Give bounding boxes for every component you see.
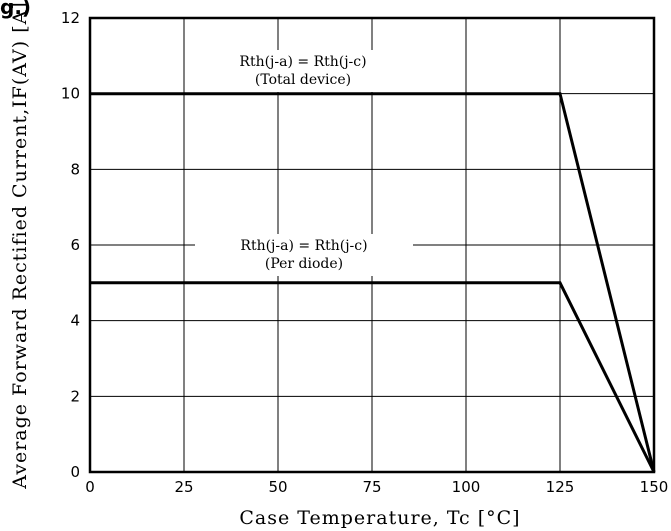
y-tick-label: 0: [70, 463, 80, 481]
annotations: Rth(j-a) = Rth(j-c) (Total device) Rth(j…: [187, 50, 419, 276]
x-axis-label: Case Temperature, Tc [°C]: [239, 507, 520, 529]
series-line-per-diode: [90, 281, 656, 473]
x-tick-label: 150: [640, 478, 669, 496]
annotation-total-line2: (Total device): [255, 72, 351, 88]
y-tick-label: 6: [70, 236, 80, 254]
y-tick-label: 2: [70, 387, 80, 405]
y-tick-labels: 0 2 4 6 8 10 12: [61, 9, 80, 481]
y-axis-label: Average Forward Rectified Current,IF(AV)…: [9, 1, 31, 489]
x-tick-label: 0: [85, 478, 95, 496]
y-tick-label: 10: [61, 85, 80, 103]
x-tick-label: 100: [452, 478, 481, 496]
series-layer: [90, 92, 656, 473]
y-tick-label: 12: [61, 9, 80, 27]
annotation-backdrop-diode: [195, 234, 413, 276]
heading-fragment: g.): [0, 0, 31, 19]
plot-frame: [88, 16, 656, 474]
x-tick-labels: 0 25 50 75 100 125 150: [85, 478, 668, 496]
y-tick-label: 4: [70, 312, 80, 330]
x-tick-label: 75: [362, 478, 381, 496]
x-tick-label: 50: [268, 478, 287, 496]
series-line-total-device: [90, 92, 656, 473]
annotation-diode-line1: Rth(j-a) = Rth(j-c): [240, 238, 367, 254]
annotation-diode-line2: (Per diode): [265, 256, 343, 272]
annotation-total-line1: Rth(j-a) = Rth(j-c): [239, 54, 366, 70]
y-tick-label: 8: [70, 160, 80, 178]
x-tick-label: 25: [174, 478, 193, 496]
annotation-backdrop-total: [187, 50, 419, 92]
x-tick-label: 125: [546, 478, 575, 496]
